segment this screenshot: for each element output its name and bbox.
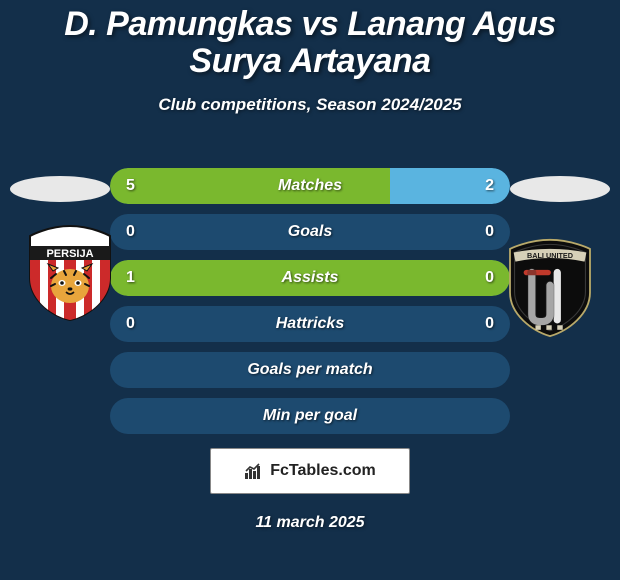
persija-crest-icon: PERSIJA bbox=[20, 222, 120, 322]
stat-bar-goals-per-match: Goals per match bbox=[110, 352, 510, 388]
stat-bar-matches: 52Matches bbox=[110, 168, 510, 204]
subtitle: Club competitions, Season 2024/2025 bbox=[0, 95, 620, 115]
stat-label: Hattricks bbox=[110, 306, 510, 342]
date-label: 11 march 2025 bbox=[0, 514, 620, 532]
stat-label: Min per goal bbox=[110, 398, 510, 434]
attribution-text: FcTables.com bbox=[270, 462, 376, 480]
player-left-avatar-placeholder bbox=[10, 176, 110, 202]
stat-bar-goals: 00Goals bbox=[110, 214, 510, 250]
stat-bar-assists: 10Assists bbox=[110, 260, 510, 296]
fctables-logo-icon bbox=[244, 461, 264, 481]
stat-label: Matches bbox=[110, 168, 510, 204]
stat-bar-hattricks: 00Hattricks bbox=[110, 306, 510, 342]
stat-label: Assists bbox=[110, 260, 510, 296]
attribution-badge: FcTables.com bbox=[210, 448, 410, 494]
persija-text: PERSIJA bbox=[46, 248, 93, 260]
bali-united-crest-icon: BALI UNITED bbox=[500, 238, 600, 338]
stat-label: Goals per match bbox=[110, 352, 510, 388]
comparison-bars: 52Matches 00Goals 10Assists 00Hattricks Goal… bbox=[110, 168, 510, 444]
stat-bar-min-per-goal: Min per goal bbox=[110, 398, 510, 434]
bali-united-text: BALI UNITED bbox=[527, 251, 573, 260]
player-right-avatar-placeholder bbox=[510, 176, 610, 202]
stat-label: Goals bbox=[110, 214, 510, 250]
page-title: D. Pamungkas vs Lanang Agus Surya Artaya… bbox=[0, 0, 620, 81]
